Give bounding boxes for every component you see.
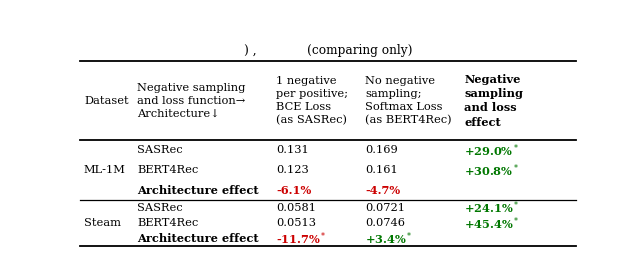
Text: +45.4%$^*$: +45.4%$^*$ [465,215,520,232]
Text: 0.161: 0.161 [365,165,398,175]
Text: -6.1%: -6.1% [276,185,311,196]
Text: 0.0746: 0.0746 [365,218,405,228]
Text: SASRec: SASRec [137,203,182,213]
Text: No negative
sampling;
Softmax Loss
(as BERT4Rec): No negative sampling; Softmax Loss (as B… [365,76,452,125]
Text: 0.0721: 0.0721 [365,203,405,213]
Text: 0.0513: 0.0513 [276,218,316,228]
Text: Steam: Steam [84,218,121,228]
Text: BERT4Rec: BERT4Rec [137,218,198,228]
Text: 0.0581: 0.0581 [276,203,316,213]
Text: Architecture effect: Architecture effect [137,185,259,196]
Text: SASRec: SASRec [137,145,182,155]
Text: -4.7%: -4.7% [365,185,401,196]
Text: -11.7%$^*$: -11.7%$^*$ [276,230,326,247]
Text: Dataset: Dataset [84,96,129,106]
Text: +24.1%$^*$: +24.1%$^*$ [465,200,520,216]
Text: 0.131: 0.131 [276,145,308,155]
Text: BERT4Rec: BERT4Rec [137,165,198,175]
Text: Negative sampling
and loss function→
Architecture↓: Negative sampling and loss function→ Arc… [137,83,245,119]
Text: Architecture effect: Architecture effect [137,233,259,244]
Text: +3.4%$^*$: +3.4%$^*$ [365,230,413,247]
Text: Negative
sampling
and loss
effect: Negative sampling and loss effect [465,74,524,128]
Text: ML-1M: ML-1M [84,165,126,175]
Text: +29.0%$^*$: +29.0%$^*$ [465,142,520,159]
Text: ) ,             (comparing only): ) , (comparing only) [244,44,412,57]
Text: 0.169: 0.169 [365,145,398,155]
Text: 1 negative
per positive;
BCE Loss
(as SASRec): 1 negative per positive; BCE Loss (as SA… [276,76,348,125]
Text: +30.8%$^*$: +30.8%$^*$ [465,162,520,179]
Text: 0.123: 0.123 [276,165,308,175]
